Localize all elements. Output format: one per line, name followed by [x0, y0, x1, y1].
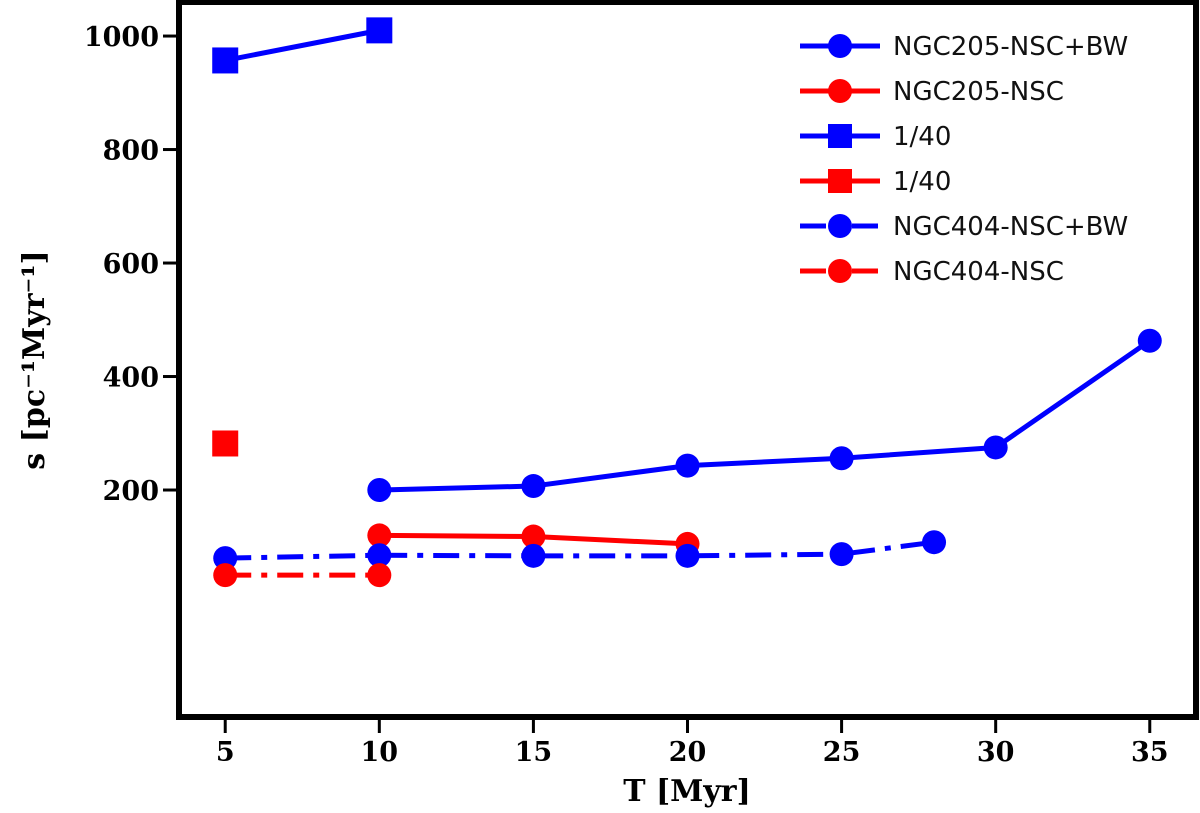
data-point-5-0	[213, 563, 238, 588]
series-3	[212, 430, 239, 457]
legend-entry-1: NGC205-NSC	[800, 77, 1064, 107]
data-point-4-0	[213, 546, 238, 571]
data-point-4-1	[367, 543, 392, 568]
y-tick-label-1: 400	[103, 363, 159, 394]
x-tick-label-6: 35	[1131, 737, 1169, 768]
series-0	[367, 328, 1162, 503]
data-point-4-5	[922, 530, 947, 555]
data-point-4-4	[829, 542, 854, 567]
x-tick-label-0: 5	[216, 737, 235, 768]
data-point-0-3	[829, 446, 854, 471]
legend-marker-2	[828, 124, 852, 148]
legend-entry-0: NGC205-NSC+BW	[800, 32, 1128, 62]
x-tick-label-2: 15	[515, 737, 553, 768]
data-point-3-0	[212, 430, 239, 457]
legend-label-4: NGC404-NSC+BW	[893, 212, 1128, 242]
legend-marker-4	[828, 214, 852, 238]
x-tick-label-3: 20	[669, 737, 707, 768]
y-tick-label-2: 600	[103, 249, 159, 280]
data-point-2-0	[212, 47, 239, 74]
data-point-4-2	[521, 543, 546, 568]
series-line-0	[379, 338, 1152, 493]
data-point-0-5	[1137, 328, 1162, 353]
series-line-4	[225, 539, 935, 561]
series-2	[212, 17, 393, 74]
legend-label-2: 1/40	[893, 122, 951, 152]
series-5	[213, 563, 392, 588]
data-point-5-1	[367, 563, 392, 588]
legend-marker-5	[828, 259, 852, 283]
legend-entry-4: NGC404-NSC+BW	[800, 212, 1128, 242]
legend-label-5: NGC404-NSC	[893, 257, 1064, 287]
legend: NGC205-NSC+BW NGC205-NSC 1/40 1/40 NGC404-NS…	[800, 32, 1128, 287]
data-point-1-1	[521, 524, 546, 549]
legend-label-1: NGC205-NSC	[893, 77, 1064, 107]
data-point-0-4	[983, 435, 1008, 460]
y-tick-label-3: 800	[103, 136, 159, 167]
data-point-0-1	[521, 474, 546, 499]
legend-entry-2: 1/40	[800, 122, 951, 152]
legend-marker-1	[828, 79, 852, 103]
data-point-2-1	[366, 17, 393, 44]
y-tick-label-0: 200	[103, 476, 159, 507]
x-tick-label-5: 30	[977, 737, 1015, 768]
plot-frame	[176, 0, 1199, 720]
x-axis-ticks: 5 10 15 20 25 30 35	[216, 720, 1169, 768]
data-point-4-3	[675, 543, 700, 568]
data-point-1-0	[367, 523, 392, 548]
series-layer	[212, 17, 1162, 588]
data-point-0-0	[367, 478, 392, 503]
y-axis-ticks: 200 400 600 800 1000	[84, 22, 176, 507]
y-axis-label: s [pc⁻¹Myr⁻¹]	[17, 250, 52, 469]
x-tick-label-1: 10	[361, 737, 399, 768]
legend-label-3: 1/40	[893, 167, 951, 197]
x-axis-label: T [Myr]	[623, 774, 751, 809]
legend-marker-0	[828, 34, 852, 58]
legend-entry-5: NGC404-NSC	[800, 257, 1064, 287]
legend-label-0: NGC205-NSC+BW	[893, 32, 1128, 62]
series-line-2	[224, 27, 380, 63]
data-point-0-2	[675, 453, 700, 478]
legend-marker-3	[828, 169, 852, 193]
x-tick-label-4: 25	[823, 737, 861, 768]
legend-entry-3: 1/40	[800, 167, 951, 197]
y-tick-label-4: 1000	[84, 22, 159, 53]
series-4	[213, 530, 947, 571]
